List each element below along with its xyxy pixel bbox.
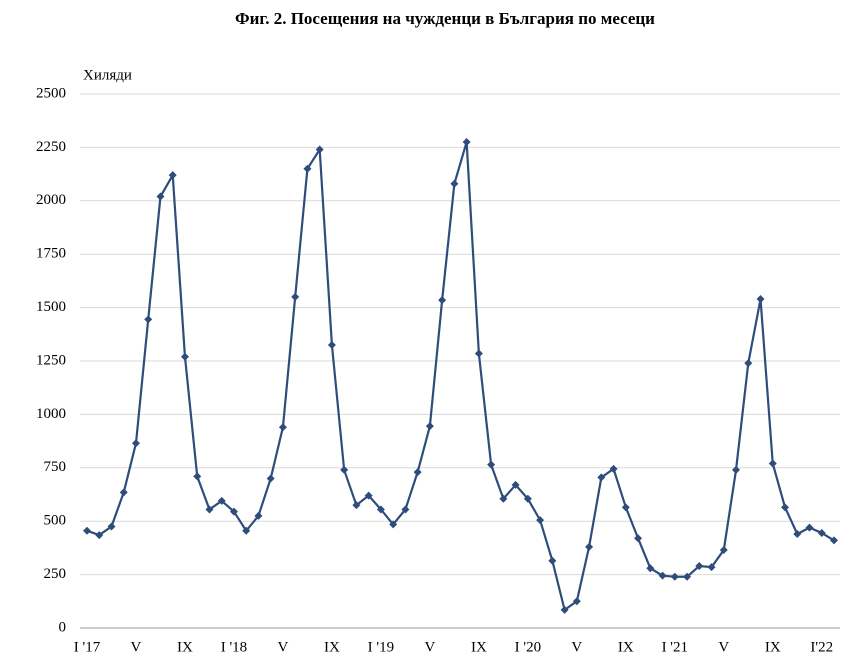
x-tick-label: IX [765,639,781,655]
x-tick-label: IX [177,639,193,655]
marker [217,496,226,505]
y-tick-label: 500 [44,513,67,529]
marker [291,292,300,301]
marker [401,505,410,514]
marker [585,542,594,551]
marker [499,494,508,503]
marker [719,546,728,555]
marker [376,505,385,514]
marker [548,556,557,565]
y-tick-label: 1250 [36,352,66,368]
x-tick-label: V [131,639,142,655]
marker [107,522,116,531]
marker [450,179,459,188]
marker [278,423,287,432]
y-tick-label: 2500 [36,85,66,101]
marker [156,192,165,201]
x-tick-label: I '18 [221,639,247,655]
marker [425,422,434,431]
marker [193,472,202,481]
marker [95,531,104,540]
marker [474,349,483,358]
marker [83,526,91,535]
y-tick-label: 1500 [36,299,66,315]
x-tick-label: V [718,639,729,655]
marker [144,315,153,324]
marker [572,597,581,606]
marker [732,465,741,474]
y-tick-label: 1000 [36,406,66,422]
marker [817,528,826,537]
marker [205,505,214,514]
chart-title: Фиг. 2. Посещения на чужденци в България… [235,9,655,28]
marker [805,523,814,532]
marker [707,563,716,572]
x-tick-label: V [424,639,435,655]
marker [768,459,777,468]
marker [389,520,398,529]
marker [793,530,802,539]
marker [168,171,177,180]
marker [695,562,704,571]
marker [683,572,692,581]
marker [511,480,520,489]
marker [536,516,545,525]
marker [438,296,447,305]
marker [487,460,496,469]
marker [634,534,643,543]
marker [131,439,140,448]
marker [523,494,532,503]
marker [744,359,753,368]
marker [462,138,471,147]
y-tick-label: 1750 [36,246,66,262]
marker [781,503,790,512]
marker [658,571,667,580]
marker [756,295,765,304]
marker [830,536,838,545]
marker [315,145,324,154]
x-tick-label: I '19 [368,639,394,655]
marker [646,564,655,573]
marker [327,340,336,349]
marker [340,465,349,474]
x-tick-label: IX [324,639,340,655]
series-line [86,141,835,612]
x-tick-label: I '21 [662,639,688,655]
marker [229,507,238,516]
marker [180,352,189,361]
marker [560,605,569,614]
marker [621,503,630,512]
y-tick-label: 0 [59,619,67,635]
y-tick-label: 250 [44,566,67,582]
marker [413,468,422,477]
marker [242,526,251,535]
x-tick-label: I '17 [74,639,101,655]
marker [254,511,263,520]
x-tick-label: I'22 [810,639,833,655]
marker [266,474,275,483]
marker [670,572,679,581]
x-tick-label: V [278,639,289,655]
x-tick-label: IX [618,639,634,655]
x-tick-label: V [571,639,582,655]
marker [303,164,312,173]
marker [352,501,361,510]
x-tick-label: IX [471,639,487,655]
y-tick-label: 2000 [36,192,66,208]
y-axis-label: Хиляди [83,67,132,83]
marker [364,491,373,500]
x-tick-label: I '20 [515,639,541,655]
marker [609,464,618,473]
marker [119,488,128,497]
y-tick-label: 2250 [36,139,66,155]
y-tick-label: 750 [44,459,67,475]
marker [597,473,606,482]
